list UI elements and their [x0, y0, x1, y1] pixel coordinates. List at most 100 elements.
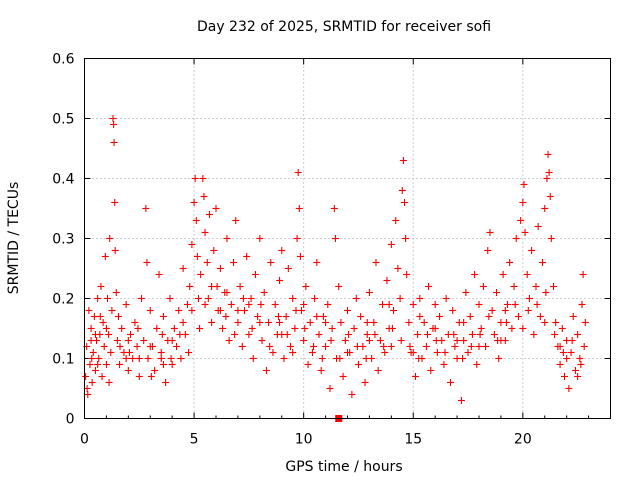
- data-point: [313, 259, 321, 266]
- data-point: [388, 325, 396, 332]
- data-point: [282, 313, 290, 320]
- data-point: [508, 325, 516, 332]
- data-point: [258, 337, 266, 344]
- data-point: [563, 355, 571, 362]
- data-point: [197, 271, 205, 278]
- data-point: [416, 313, 424, 320]
- data-point: [105, 331, 113, 338]
- y-tick-label: 0: [66, 412, 75, 428]
- data-point: [102, 325, 110, 332]
- data-point: [431, 301, 439, 308]
- data-point: [94, 361, 102, 368]
- data-point: [234, 319, 242, 326]
- data-point: [166, 295, 174, 302]
- data-point: [289, 349, 297, 356]
- data-point: [125, 349, 133, 356]
- data-point: [107, 349, 115, 356]
- data-point: [278, 247, 286, 254]
- data-point: [223, 235, 231, 242]
- data-point: [88, 355, 96, 362]
- data-point: [116, 361, 124, 368]
- data-point: [204, 295, 212, 302]
- data-point: [477, 325, 485, 332]
- data-point: [365, 337, 373, 344]
- y-tick-label: 0.4: [52, 172, 74, 188]
- data-point: [193, 253, 201, 260]
- data-point: [109, 115, 117, 122]
- data-point: [147, 373, 155, 380]
- data-point: [205, 211, 213, 218]
- data-point: [464, 349, 472, 356]
- data-point: [203, 259, 211, 266]
- data-point: [137, 295, 145, 302]
- data-point: [168, 337, 176, 344]
- data-point: [405, 319, 413, 326]
- data-point: [376, 337, 384, 344]
- data-point: [256, 235, 264, 242]
- data-point: [256, 319, 264, 326]
- data-point: [546, 193, 554, 200]
- data-point: [547, 235, 555, 242]
- x-axis-label: GPS time / hours: [285, 459, 402, 475]
- data-point: [363, 331, 371, 338]
- data-point: [186, 283, 194, 290]
- data-point: [372, 259, 380, 266]
- data-point: [390, 307, 398, 314]
- data-point: [510, 283, 518, 290]
- data-point: [409, 301, 417, 308]
- data-point: [251, 271, 259, 278]
- data-point: [460, 319, 468, 326]
- data-point: [451, 343, 459, 350]
- data-point: [210, 247, 218, 254]
- data-point: [383, 277, 391, 284]
- data-point: [574, 373, 582, 380]
- data-point: [192, 217, 200, 224]
- data-point: [335, 283, 343, 290]
- data-point: [449, 307, 457, 314]
- data-point: [97, 283, 105, 290]
- data-point: [558, 325, 566, 332]
- data-point: [254, 313, 262, 320]
- data-point: [287, 343, 295, 350]
- data-point: [319, 313, 327, 320]
- data-point: [502, 319, 510, 326]
- chart-title: Day 232 of 2025, SRMTID for receiver sof…: [197, 19, 491, 35]
- data-point: [327, 337, 335, 344]
- data-point: [122, 301, 130, 308]
- data-point: [306, 319, 314, 326]
- data-point: [580, 343, 588, 350]
- data-point: [460, 337, 468, 344]
- data-point: [104, 295, 112, 302]
- data-point: [271, 301, 279, 308]
- data-point: [415, 355, 423, 362]
- data-point: [232, 217, 240, 224]
- data-point: [344, 349, 351, 356]
- data-point: [91, 367, 99, 374]
- data-point: [86, 361, 94, 368]
- data-point: [374, 367, 382, 374]
- data-point: [543, 175, 551, 182]
- data-point: [392, 217, 400, 224]
- data-point: [231, 331, 239, 338]
- data-point: [201, 229, 209, 236]
- data-point: [302, 283, 310, 290]
- data-point: [466, 313, 474, 320]
- data-point: [196, 325, 204, 332]
- data-point: [380, 343, 388, 350]
- data-point: [85, 307, 93, 314]
- data-point: [262, 367, 270, 374]
- data-point: [260, 289, 268, 296]
- data-point: [556, 343, 564, 350]
- data-point: [381, 349, 389, 356]
- data-point: [420, 319, 428, 326]
- data-point: [354, 361, 362, 368]
- data-point: [361, 379, 369, 386]
- data-point: [475, 301, 483, 308]
- data-point: [467, 343, 475, 350]
- data-point: [399, 157, 407, 164]
- data-point: [157, 355, 165, 362]
- data-point: [159, 361, 167, 368]
- data-point: [317, 367, 325, 374]
- data-point: [511, 301, 519, 308]
- data-point: [409, 349, 417, 356]
